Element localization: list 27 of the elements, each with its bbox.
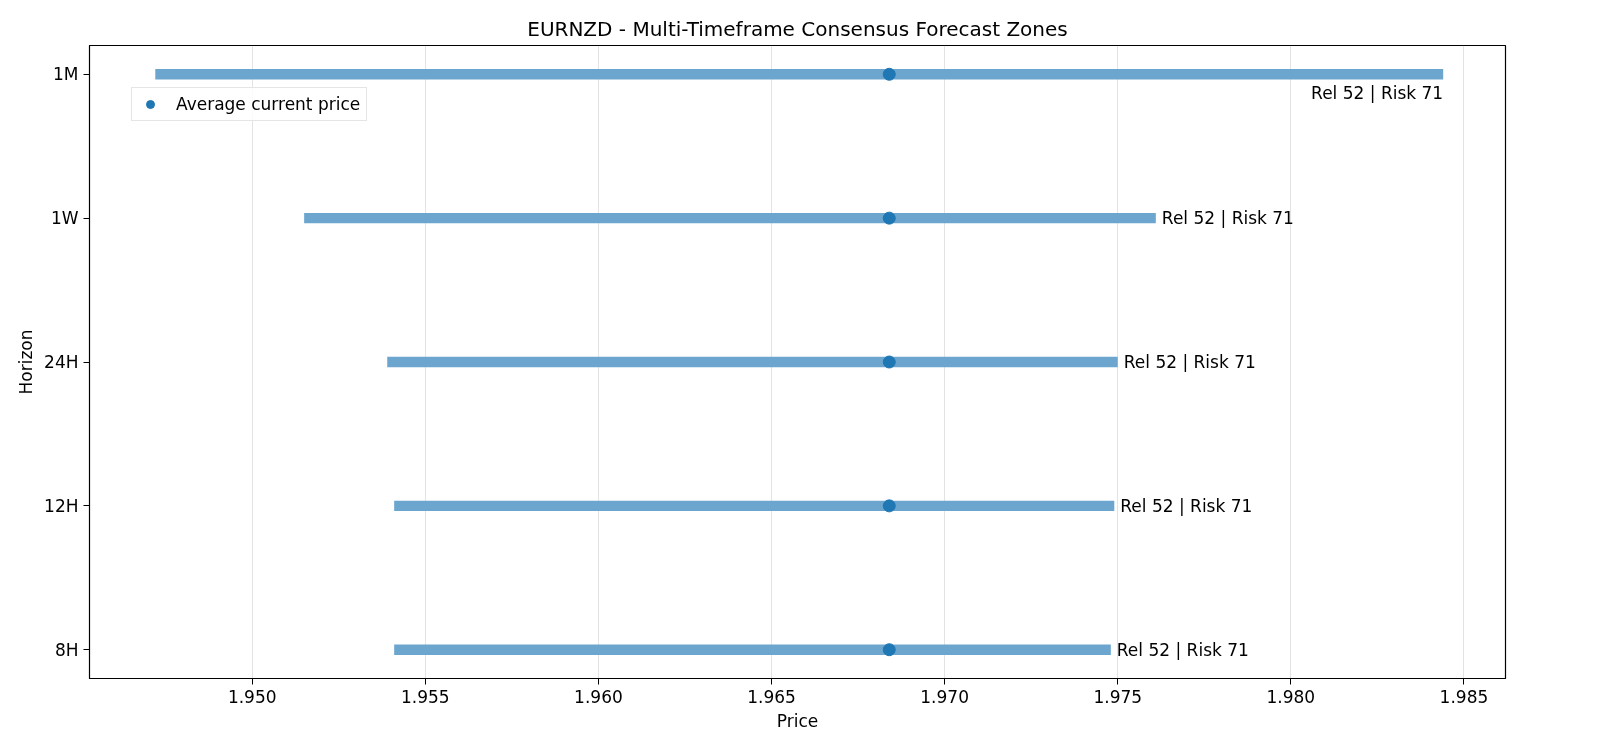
x-tick-label: 1.985 [1439, 686, 1489, 707]
bar [304, 212, 1156, 224]
bar [155, 69, 1444, 80]
x-tick-label: 1.955 [400, 686, 450, 707]
data-label: Rel 52 | Risk 71 [1161, 208, 1294, 229]
x-tick-label: 1.950 [227, 686, 277, 707]
x-tick-label: 1.980 [1266, 686, 1316, 707]
data-label: Rel 52 | Risk 71 [1120, 495, 1253, 516]
x-tick-label: 1.975 [1093, 686, 1143, 707]
y-tick-label: 1W [50, 208, 79, 229]
bar [394, 500, 1115, 512]
y-tick-label: 12H [44, 495, 79, 516]
data-label: Rel 52 | Risk 71 [1311, 83, 1444, 104]
data-label: Rel 52 | Risk 71 [1123, 352, 1256, 372]
y-tick-label: 8H [54, 639, 79, 660]
y-tick-label: 24H [44, 352, 79, 372]
legend-label: Average current price [176, 94, 361, 114]
bar [394, 644, 1111, 655]
chart-title: EURNZD - Multi-Timeframe Consensus Forecast Zones [527, 16, 1068, 41]
y-tick-label: 1M [53, 64, 79, 85]
bar [387, 356, 1118, 368]
x-tick-label: 1.965 [747, 686, 796, 707]
x-tick-label: 1.970 [920, 686, 969, 707]
x-tick-label: 1.960 [574, 686, 623, 707]
y-axis-title: Horizon [16, 329, 37, 395]
data-label: Rel 52 | Risk 71 [1116, 639, 1249, 660]
x-axis-title: Price [776, 710, 819, 731]
